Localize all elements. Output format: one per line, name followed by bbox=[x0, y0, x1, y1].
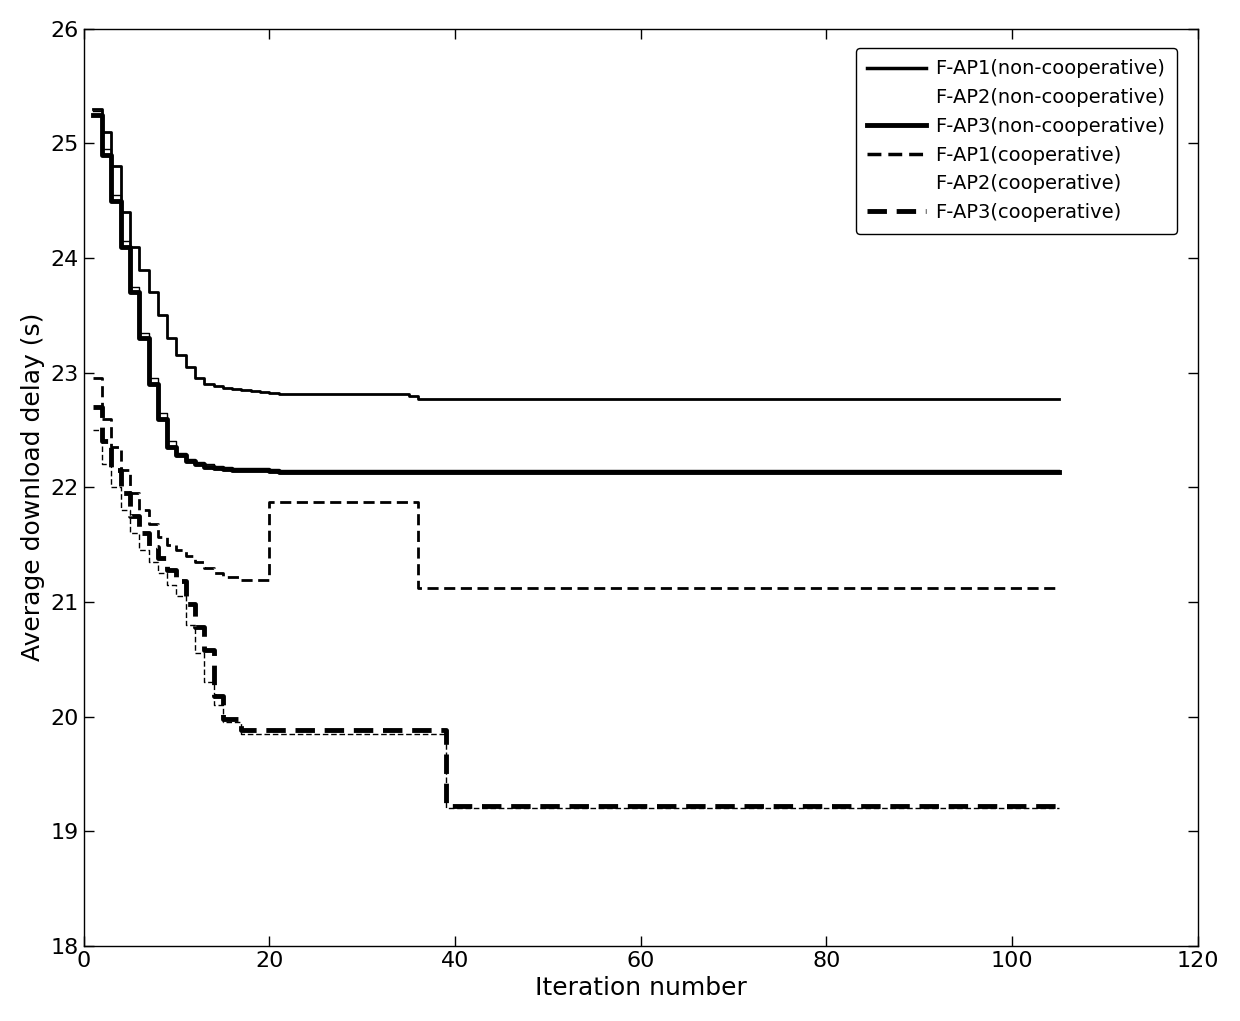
Legend: F-AP1(non-cooperative), F-AP2(non-cooperative), F-AP3(non-cooperative), F-AP1(co: F-AP1(non-cooperative), F-AP2(non-cooper… bbox=[856, 48, 1177, 234]
X-axis label: Iteration number: Iteration number bbox=[534, 976, 746, 1001]
Y-axis label: Average download delay (s): Average download delay (s) bbox=[21, 313, 45, 662]
